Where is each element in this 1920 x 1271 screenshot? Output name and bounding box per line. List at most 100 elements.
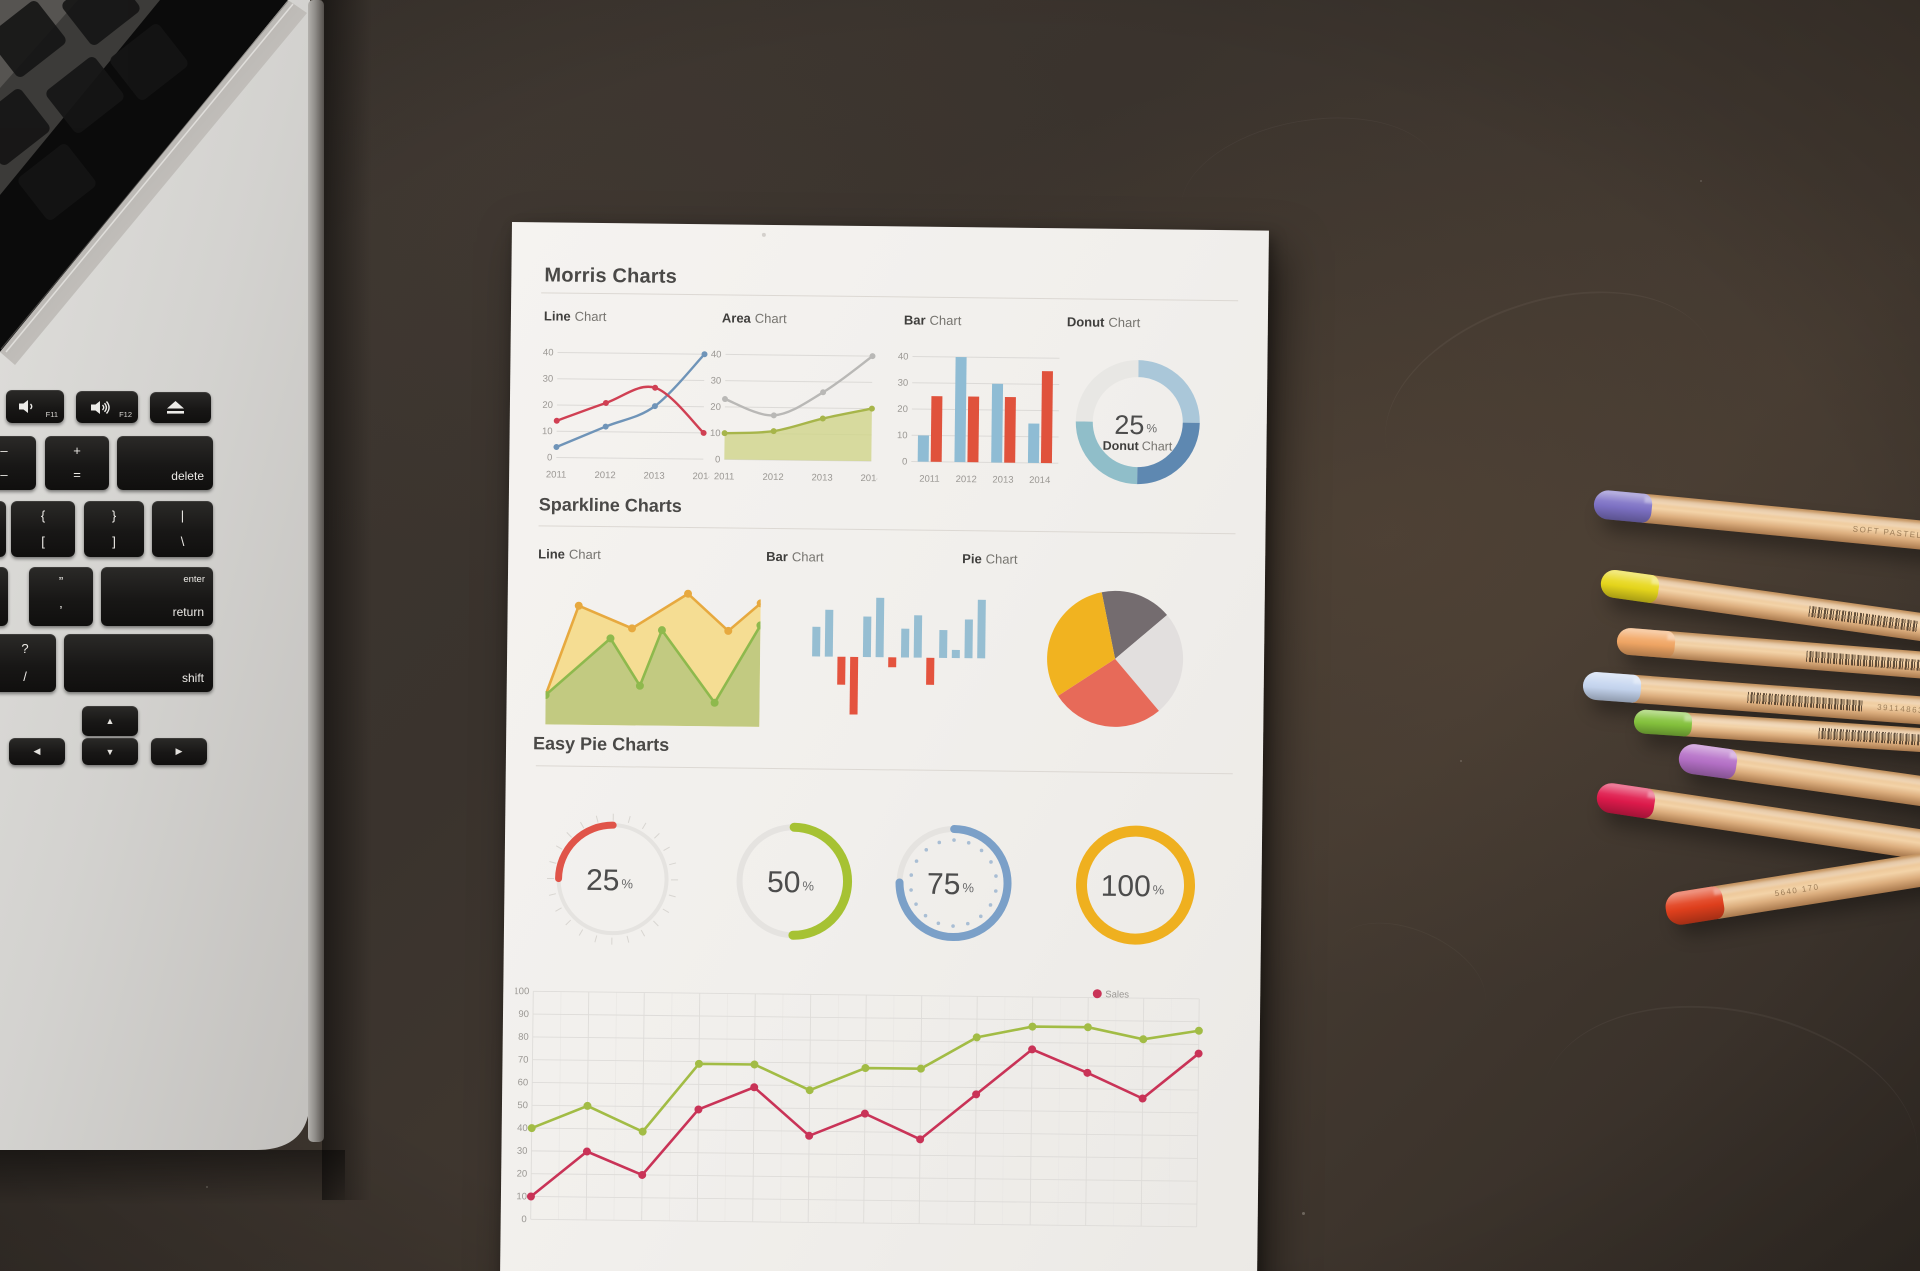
easy-pie-100: 100%	[1076, 825, 1196, 945]
gauge-arc	[1076, 825, 1196, 945]
eject-icon	[167, 400, 184, 414]
gauge-value: 25%	[586, 864, 634, 898]
donut-chart: 25 %Donut Chart	[1075, 360, 1200, 485]
y-axis-tick: 40	[543, 347, 554, 358]
series-blue	[917, 357, 1040, 463]
eject-key	[150, 392, 211, 423]
sparkline-bar-chart	[812, 597, 986, 715]
arrow-down-icon: ▼	[105, 746, 115, 757]
series-olive	[721, 405, 875, 462]
grid: 40 30 20 10 0	[897, 351, 1060, 467]
gauge-arc	[555, 821, 617, 883]
x-axis-tick: 2011	[714, 471, 735, 482]
arrow-right-icon: ▶	[175, 746, 183, 756]
x-axis-tick: 2011	[546, 469, 567, 480]
gauge-dots	[909, 838, 998, 928]
laptop-hinge	[0, 0, 307, 365]
minus-key: – –	[0, 436, 36, 490]
sales-orders-line-chart: 1009080706050403020100SalesOrders	[513, 986, 1203, 1228]
pencil-purple: SOFT PASTEL	[1592, 489, 1920, 582]
chart-label-spark-bar: Bar Chart	[766, 548, 824, 565]
pencil-tip	[1599, 568, 1661, 604]
arrow-up-icon: ▲	[105, 716, 115, 726]
desk-scratch	[1520, 973, 1920, 1271]
y-axis-tick: 20	[710, 402, 721, 413]
arrow-left-key: ◀	[9, 738, 65, 765]
chart-label-line: Line Chart	[543, 308, 607, 325]
arrow-right-key: ▶	[151, 738, 207, 765]
bar-chart: 40 30 20 10 0 2011 2012 2013 2014	[897, 351, 1060, 486]
desk-speck	[1700, 180, 1702, 182]
x-axis-tick: 2014	[1029, 475, 1050, 486]
pencil-tip	[1676, 742, 1739, 780]
quote-key: ”’	[29, 567, 93, 626]
x-axis-tick: 2012	[762, 472, 783, 483]
easy-pie-50: 50%	[736, 822, 853, 940]
x-axis-tick: 2012	[956, 474, 977, 485]
gauge-ticks	[547, 813, 679, 945]
series-blue	[553, 351, 708, 451]
legend-label: Sales	[1105, 989, 1129, 1000]
gauge-arc	[788, 822, 853, 940]
pencil-tip	[1592, 489, 1654, 524]
chart-label-donut: Donut Chart	[1066, 314, 1141, 331]
x-axis: 2011 2012 2013 2014	[714, 471, 879, 484]
gauge-value: 75%	[927, 868, 975, 902]
y-axis-tick: 0	[902, 456, 907, 467]
series-green	[545, 621, 761, 727]
laptop-side-rail	[308, 0, 324, 1142]
bracket-left-key: {[	[11, 501, 75, 557]
pie-chart	[1047, 590, 1184, 727]
legend-dot-sales	[1092, 989, 1102, 999]
x-axis-tick: 2013	[811, 472, 832, 483]
question-key: ? /	[0, 634, 56, 692]
bracket-right-key: }]	[84, 501, 144, 557]
paper-speck	[761, 232, 766, 237]
easy-pie-25: 25%	[547, 813, 679, 945]
x-axis-tick: 2013	[643, 471, 664, 482]
series-red	[930, 371, 1053, 464]
donut-center-label: Donut Chart	[1103, 439, 1173, 454]
volume-low-icon	[19, 400, 33, 413]
x-axis: 2011 2012 2013 2014	[546, 469, 711, 482]
y-axis-tick: 40	[711, 349, 722, 360]
plus-key: + =	[45, 436, 109, 490]
gauge-arc	[895, 825, 1012, 942]
series-orders	[527, 1022, 1203, 1136]
chart-label-bar: Bar Chart	[903, 312, 962, 329]
arrow-up-key: ▲	[82, 706, 138, 736]
page-title: Morris Charts	[544, 264, 678, 288]
y-axis-tick: 40	[517, 1123, 528, 1134]
line-chart: 40 30 20 10 0 2011 2012 2013 2014	[542, 347, 711, 482]
delete-key: delete	[117, 436, 213, 490]
section-divider	[538, 525, 1236, 535]
screen-reflection	[0, 0, 188, 220]
x-axis: 2011 2012 2013 2014	[919, 474, 1050, 486]
y-axis-tick: 30	[711, 376, 722, 387]
y-axis-tick: 50	[517, 1100, 528, 1111]
section-divider	[541, 292, 1239, 302]
y-axis-tick: 30	[898, 378, 909, 389]
section-heading-easy-pie: Easy Pie Charts	[532, 733, 670, 755]
y-axis-tick: 20	[542, 400, 553, 411]
y-axis-tick: 90	[518, 1009, 529, 1020]
section-divider	[535, 765, 1233, 775]
series-gray	[722, 353, 876, 419]
desk-speck	[206, 1186, 208, 1188]
return-key: enter return	[101, 567, 213, 626]
pencil-body	[1642, 493, 1920, 582]
series-red	[553, 384, 707, 436]
x-axis-tick: 2014	[692, 471, 710, 482]
y-axis-tick: 0	[521, 1214, 526, 1225]
chart-label-area: Area Chart	[721, 310, 787, 327]
area-chart: 40 30 20 10 0 2011 2012 2013 2014	[710, 349, 879, 484]
arrow-down-key: ▼	[82, 738, 138, 765]
y-axis-tick: 10	[516, 1191, 527, 1202]
laptop-bottom-shadow	[0, 1150, 345, 1205]
x-axis-tick: 2013	[992, 474, 1013, 485]
y-axis-tick: 10	[710, 428, 721, 439]
y-axis-tick: 20	[897, 404, 908, 415]
gauge-value: 50%	[767, 866, 815, 900]
